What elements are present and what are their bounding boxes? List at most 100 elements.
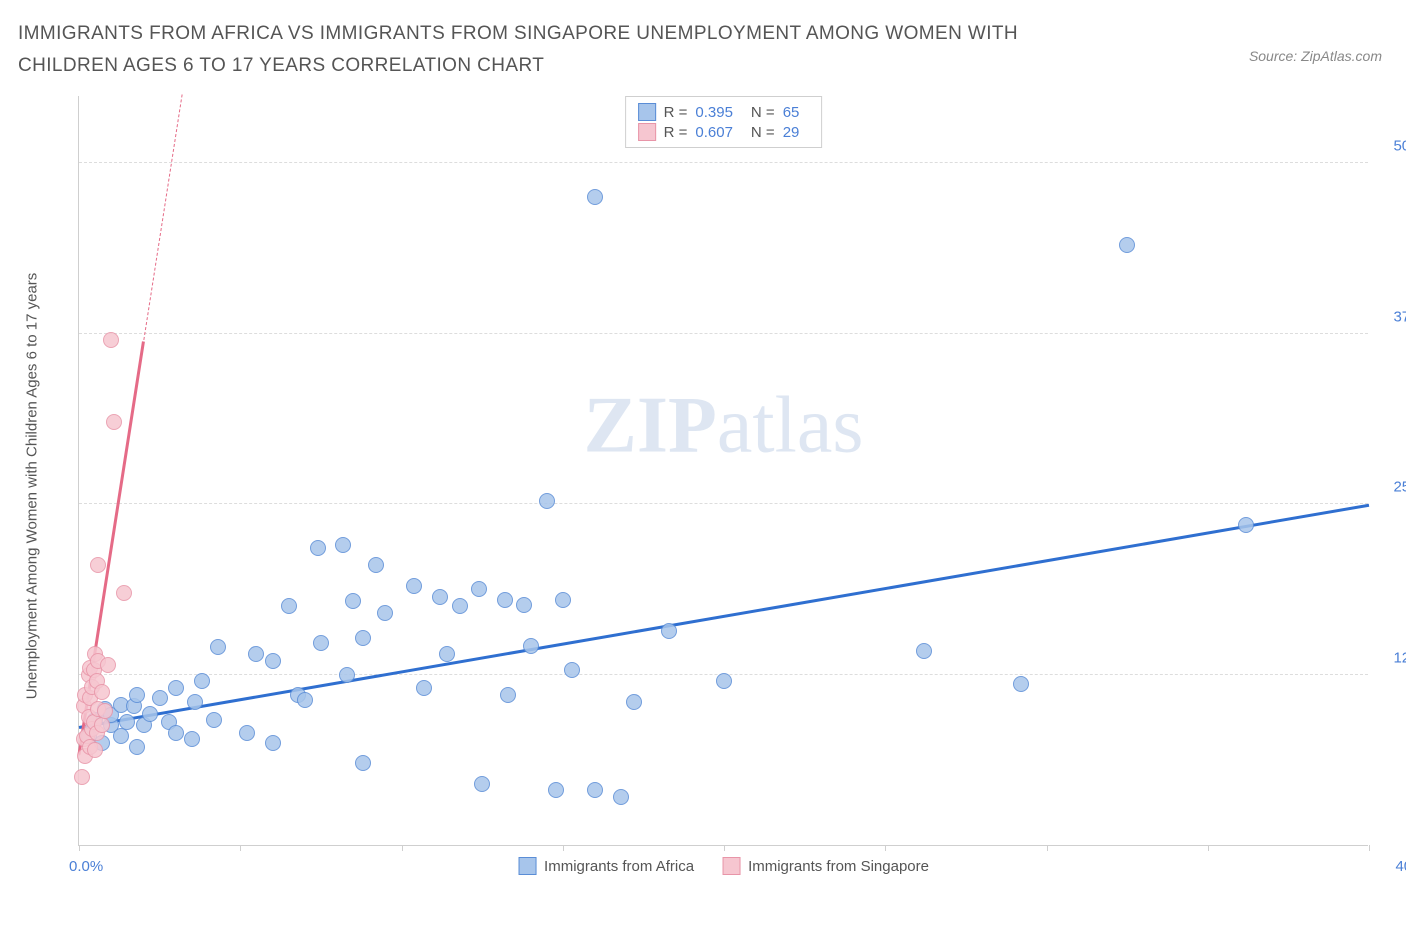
point-africa [152,690,168,706]
point-africa [194,673,210,689]
point-africa [539,493,555,509]
point-singapore [116,585,132,601]
x-tick [1208,845,1209,851]
x-tick [885,845,886,851]
point-africa [335,537,351,553]
point-africa [129,687,145,703]
source-label: Source: ZipAtlas.com [1249,48,1382,64]
legend-series-singapore: Immigrants from Singapore [722,857,929,875]
point-singapore [87,742,103,758]
point-africa [248,646,264,662]
point-africa [406,578,422,594]
point-africa [587,782,603,798]
legend-correlation: R = 0.395 N = 65 R = 0.607 N = 29 [625,96,823,148]
point-africa [281,598,297,614]
point-africa [129,739,145,755]
x-tick-max: 40.0% [1395,858,1406,875]
trendline-africa [79,504,1370,729]
legend-swatch [638,103,656,121]
point-africa [297,692,313,708]
point-singapore [94,717,110,733]
legend-n-value: 65 [783,104,800,121]
gridline [79,162,1368,163]
point-africa [187,694,203,710]
x-tick [563,845,564,851]
point-africa [916,643,932,659]
legend-row-singapore: R = 0.607 N = 29 [638,122,810,142]
y-axis-label: Unemployment Among Women with Children A… [24,273,41,700]
x-tick [79,845,80,851]
point-africa [345,593,361,609]
point-africa [377,605,393,621]
point-africa [168,680,184,696]
point-africa [416,680,432,696]
chart-area: Unemployment Among Women with Children A… [42,96,1382,876]
point-africa [265,653,281,669]
point-africa [313,635,329,651]
point-singapore [106,414,122,430]
chart-title: IMMIGRANTS FROM AFRICA VS IMMIGRANTS FRO… [18,18,1118,83]
x-tick-min: 0.0% [69,858,103,875]
legend-n-label: N = [751,124,775,141]
gridline [79,503,1368,504]
legend-swatch [518,857,536,875]
plot-region: ZIPatlas R =0.395N =65R =0.607N =29 Immi… [78,96,1368,846]
legend-swatch [722,857,740,875]
point-africa [184,731,200,747]
legend-series-label: Immigrants from Singapore [748,858,929,875]
legend-r-label: R = [664,104,688,121]
point-africa [168,725,184,741]
point-africa [355,630,371,646]
legend-n-label: N = [751,104,775,121]
legend-n-value: 29 [783,124,800,141]
x-tick [724,845,725,851]
point-africa [564,662,580,678]
y-tick-label: 37.5% [1376,308,1406,325]
point-africa [1238,517,1254,533]
legend-series: Immigrants from Africa Immigrants from Si… [518,857,929,875]
point-africa [523,638,539,654]
point-africa [265,735,281,751]
y-tick-label: 12.5% [1376,649,1406,666]
point-africa [471,581,487,597]
point-singapore [97,703,113,719]
legend-series-africa: Immigrants from Africa [518,857,694,875]
x-tick [402,845,403,851]
point-africa [439,646,455,662]
point-africa [626,694,642,710]
point-singapore [90,557,106,573]
point-singapore [103,332,119,348]
point-africa [452,598,468,614]
point-africa [1013,676,1029,692]
point-africa [310,540,326,556]
point-africa [1119,237,1135,253]
point-africa [368,557,384,573]
legend-r-value: 0.607 [695,124,733,141]
point-africa [500,687,516,703]
point-africa [716,673,732,689]
point-africa [355,755,371,771]
point-africa [548,782,564,798]
point-africa [239,725,255,741]
point-africa [142,706,158,722]
point-africa [339,667,355,683]
y-tick-label: 25.0% [1376,479,1406,496]
legend-series-label: Immigrants from Africa [544,858,694,875]
point-africa [613,789,629,805]
point-africa [587,189,603,205]
point-africa [661,623,677,639]
point-africa [119,714,135,730]
y-tick-label: 50.0% [1376,138,1406,155]
watermark: ZIPatlas [584,380,864,471]
legend-r-value: 0.395 [695,104,733,121]
point-africa [497,592,513,608]
x-tick [240,845,241,851]
point-africa [113,728,129,744]
legend-r-label: R = [664,124,688,141]
point-africa [206,712,222,728]
point-africa [555,592,571,608]
point-singapore [94,684,110,700]
point-africa [516,597,532,613]
point-singapore [74,769,90,785]
point-africa [210,639,226,655]
